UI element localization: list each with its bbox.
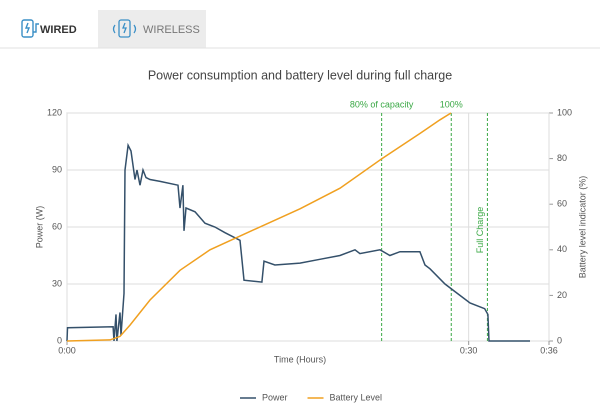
y2-tick-label: 40 — [557, 244, 567, 254]
x-axis-label: Time (Hours) — [274, 354, 326, 364]
y-tick-label: 0 — [57, 335, 62, 345]
y2-tick-label: 20 — [557, 290, 567, 300]
panel — [0, 48, 600, 413]
tab-label[interactable]: WIRELESS — [143, 24, 200, 36]
annotation-label: 100% — [440, 99, 463, 109]
tab-bg[interactable] — [98, 10, 206, 48]
legend-label[interactable]: Battery Level — [330, 392, 383, 402]
wireless-icon — [112, 19, 137, 38]
tab-bg[interactable] — [0, 10, 98, 48]
legend-label[interactable]: Power — [262, 392, 288, 402]
y2-axis-label: Battery level indicator (%) — [577, 176, 587, 279]
chart-title: Power consumption and battery level duri… — [148, 68, 452, 82]
y2-tick-label: 100 — [557, 107, 572, 117]
tab-label[interactable]: WIRED — [40, 24, 77, 36]
y-tick-label: 90 — [52, 164, 62, 174]
x-tick-label: 0:30 — [460, 345, 478, 355]
x-tick-label: 0:36 — [540, 345, 558, 355]
plot: 0 30 60 90 120 0 20 40 60 80 100 0:00 0:30 0:36 80% of… — [47, 99, 572, 402]
y-tick-label: 120 — [47, 107, 62, 117]
y2-tick-label: 0 — [557, 335, 562, 345]
y-tick-label: 30 — [52, 278, 62, 288]
series-line — [66, 142, 530, 342]
annotation-label: 80% of capacity — [350, 99, 414, 109]
annotation-label: Full Charge — [475, 207, 485, 254]
series-line — [66, 112, 452, 342]
y-tick-label: 60 — [52, 221, 62, 231]
y2-tick-label: 60 — [557, 199, 567, 209]
y2-tick-label: 80 — [557, 153, 567, 163]
wired-icon — [21, 19, 39, 38]
x-tick-label: 0:00 — [58, 345, 76, 355]
y-axis-label: Power (W) — [34, 206, 44, 249]
